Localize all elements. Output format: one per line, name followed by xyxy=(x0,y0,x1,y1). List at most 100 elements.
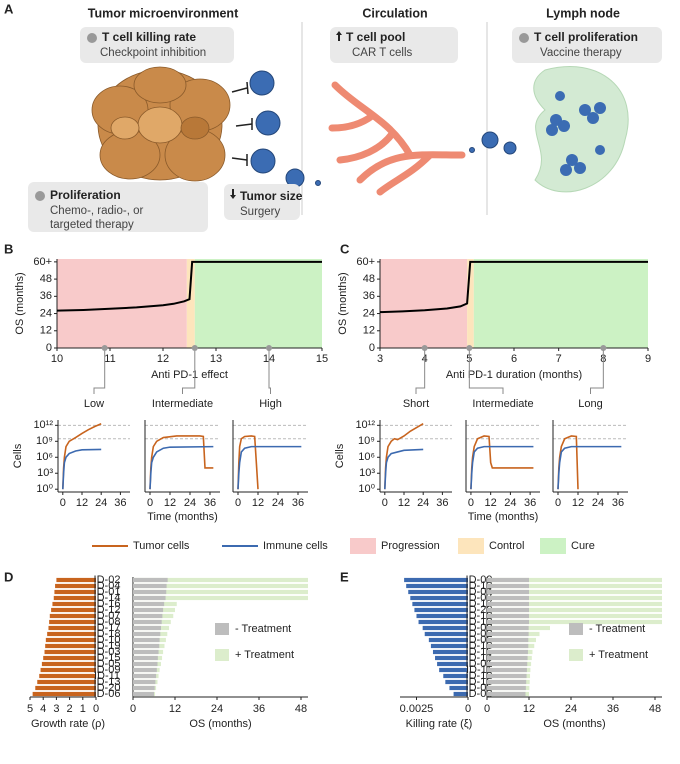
x-tick-label: 12 xyxy=(572,497,584,509)
y-tick-label: 36 xyxy=(40,290,52,302)
bar xyxy=(449,685,468,691)
legend-swatch xyxy=(540,538,566,554)
x-axis-label: OS (months) xyxy=(543,718,605,730)
bar xyxy=(487,655,528,661)
category-label: ID-11 xyxy=(94,670,120,682)
connector xyxy=(93,351,106,394)
bar xyxy=(487,583,529,589)
category-label: ID-03 xyxy=(466,688,493,700)
category-label: ID-20 xyxy=(94,682,121,694)
box-text: Vaccine therapy xyxy=(540,47,622,59)
bar xyxy=(133,637,160,643)
bar xyxy=(404,577,468,583)
bar xyxy=(52,601,96,607)
legend-swatch xyxy=(350,538,376,554)
bar xyxy=(443,673,468,679)
category-label: ID-07 xyxy=(466,592,493,604)
category-label: ID-07 xyxy=(94,610,121,622)
x-tick-label: 24 xyxy=(272,497,284,509)
icons xyxy=(35,31,529,201)
bar xyxy=(406,583,468,589)
bar xyxy=(416,613,468,619)
bar xyxy=(487,613,529,619)
category-label: ID-06 xyxy=(94,688,121,700)
legend-label: Immune cells xyxy=(263,540,328,552)
y-tick-label: 24 xyxy=(40,307,52,319)
bar xyxy=(487,607,662,613)
series-line xyxy=(557,435,579,490)
y-tick-label: 12 xyxy=(40,325,52,337)
region xyxy=(380,259,468,348)
bar xyxy=(41,661,96,667)
y-tick-label: 10¹² xyxy=(33,419,53,431)
y-tick-label: 60+ xyxy=(33,256,52,268)
category-label: ID-10 xyxy=(466,640,493,652)
bar xyxy=(428,637,468,643)
legend-label: Progression xyxy=(381,540,440,552)
connector xyxy=(415,351,426,394)
connector xyxy=(182,351,196,394)
category-label: ID-09 xyxy=(94,664,121,676)
bar xyxy=(48,625,96,631)
bar xyxy=(54,589,96,595)
y-tick-label: 0 xyxy=(369,342,375,354)
immune-cells xyxy=(249,70,517,188)
bar xyxy=(410,595,468,601)
bar xyxy=(133,577,308,583)
category-label: ID-12 xyxy=(466,616,493,628)
x-tick-label: 12 xyxy=(398,497,410,509)
x-tick-label: 36 xyxy=(253,703,265,715)
x-tick-label: 0 xyxy=(147,497,153,509)
chart-title: High xyxy=(259,398,282,410)
y-tick-label: 10³ xyxy=(359,467,375,479)
box-title: Tumor size xyxy=(240,189,303,203)
bar xyxy=(430,643,468,649)
series-line xyxy=(557,445,622,490)
bar xyxy=(40,667,96,673)
y-tick-label: 10⁶ xyxy=(358,451,375,463)
bar xyxy=(133,673,157,679)
x-tick-label: 0 xyxy=(382,497,388,509)
bar xyxy=(133,595,166,601)
x-tick-label: 0.0025 xyxy=(400,703,434,715)
y-tick-label: 10³ xyxy=(37,467,53,479)
legend-label: Cure xyxy=(571,540,595,552)
category-label: ID-09 xyxy=(466,574,493,586)
bar xyxy=(487,613,662,619)
x-tick-label: 24 xyxy=(417,497,429,509)
category-label: ID-19 xyxy=(94,640,121,652)
x-tick-label: 24 xyxy=(592,497,604,509)
legend-swatch xyxy=(569,649,583,661)
bar xyxy=(56,577,96,583)
category-label: ID-13 xyxy=(94,676,121,688)
box-text: targeted therapy xyxy=(50,219,134,231)
bar xyxy=(487,601,529,607)
legend-label: + Treatment xyxy=(235,649,294,661)
x-tick-label: 48 xyxy=(295,703,307,715)
x-tick-label: 5 xyxy=(27,703,33,715)
x-tick-label: 12 xyxy=(523,703,535,715)
x-tick-label: 3 xyxy=(53,703,59,715)
category-label: ID-04 xyxy=(94,580,121,592)
legend-label: - Treatment xyxy=(589,623,645,635)
x-tick-label: 0 xyxy=(60,497,66,509)
bar xyxy=(133,631,161,637)
connector xyxy=(590,351,604,394)
category-label: ID-01 xyxy=(466,658,493,670)
x-tick-label: 1 xyxy=(80,703,86,715)
series-line xyxy=(470,445,534,490)
bar xyxy=(487,619,529,625)
bar xyxy=(133,595,308,601)
box-text: CAR T cells xyxy=(352,47,413,59)
bar xyxy=(435,655,468,661)
bar xyxy=(133,619,162,625)
x-tick-label: 36 xyxy=(607,703,619,715)
section-title: Tumor microenvironment xyxy=(88,6,239,20)
x-tick-label: 48 xyxy=(649,703,661,715)
bar xyxy=(487,685,526,691)
category-label: ID-05 xyxy=(94,658,121,670)
bar xyxy=(133,589,308,595)
category-label: ID-01 xyxy=(94,586,121,598)
category-label: ID-15 xyxy=(94,652,121,664)
bar xyxy=(487,607,529,613)
